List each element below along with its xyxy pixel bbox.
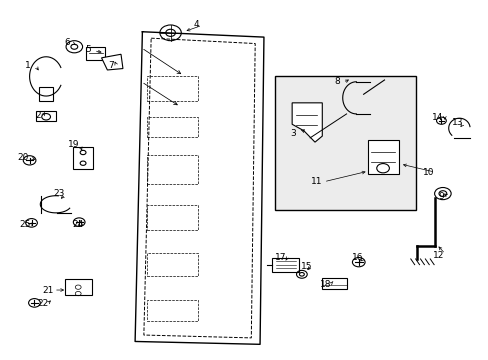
Text: 6: 6 bbox=[64, 38, 70, 47]
Text: 18: 18 bbox=[320, 280, 331, 289]
Text: 20: 20 bbox=[18, 153, 29, 162]
Text: 5: 5 bbox=[85, 45, 91, 54]
Text: 25: 25 bbox=[19, 220, 30, 229]
Text: 21: 21 bbox=[42, 285, 53, 294]
Text: 19: 19 bbox=[67, 140, 79, 149]
Text: 16: 16 bbox=[351, 253, 362, 262]
Text: 9: 9 bbox=[438, 192, 444, 201]
Polygon shape bbox=[291, 103, 322, 142]
Text: 23: 23 bbox=[53, 189, 64, 198]
Text: 11: 11 bbox=[310, 177, 322, 186]
Text: 1: 1 bbox=[25, 61, 31, 70]
Text: 24: 24 bbox=[72, 220, 83, 229]
Polygon shape bbox=[102, 54, 122, 70]
Text: 2: 2 bbox=[35, 111, 41, 120]
Text: 8: 8 bbox=[333, 77, 339, 86]
Bar bbox=[274, 76, 415, 210]
Bar bbox=[36, 111, 56, 121]
Bar bbox=[147, 117, 198, 137]
Text: 7: 7 bbox=[108, 61, 113, 70]
Bar bbox=[64, 279, 92, 295]
Text: 10: 10 bbox=[422, 168, 433, 177]
Bar bbox=[322, 278, 346, 289]
Text: 14: 14 bbox=[431, 113, 443, 122]
Text: 13: 13 bbox=[451, 118, 462, 127]
Text: 12: 12 bbox=[432, 251, 444, 260]
Bar bbox=[147, 253, 198, 276]
Bar bbox=[147, 155, 198, 184]
Text: 22: 22 bbox=[37, 299, 48, 308]
Polygon shape bbox=[135, 32, 264, 344]
Bar bbox=[147, 300, 198, 321]
Bar bbox=[147, 76, 198, 102]
Text: 15: 15 bbox=[301, 262, 312, 271]
Text: 17: 17 bbox=[275, 253, 286, 262]
Text: 3: 3 bbox=[290, 129, 295, 138]
Text: 4: 4 bbox=[193, 20, 198, 29]
Bar bbox=[272, 257, 299, 272]
Bar bbox=[86, 47, 105, 60]
Bar bbox=[147, 205, 198, 230]
Bar bbox=[39, 87, 53, 101]
Bar bbox=[73, 147, 93, 168]
Polygon shape bbox=[367, 140, 398, 174]
